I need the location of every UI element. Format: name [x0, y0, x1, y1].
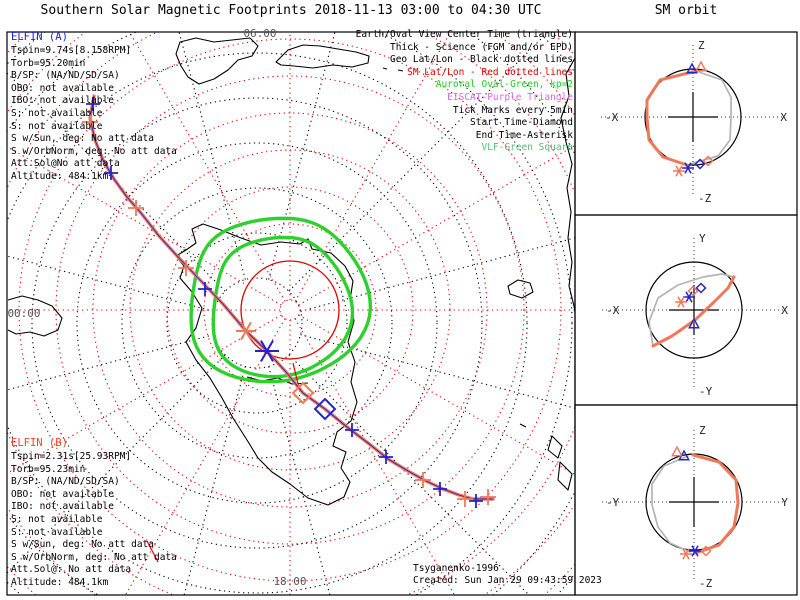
legend-item-3: SM Lat/Lon - Red dotted lines — [407, 66, 573, 78]
elfin-b-title: ELFIN (B) — [11, 437, 68, 449]
coastline-antarctica — [175, 223, 358, 506]
coastline-islands — [382, 67, 527, 428]
legend-item-4: Auroral Oval-Green, kp=2 — [435, 79, 573, 91]
elfin-a-line-4: IBO: not available — [11, 95, 114, 107]
credits: Tsyganenko-1996 Created: Sun Jan 29 09:4… — [413, 563, 602, 586]
axis-label-Z: Z — [698, 39, 705, 52]
map-legend: Earth/Oval View Center Time (triangle) Th… — [356, 29, 573, 155]
legend-item-0: Earth/Oval View Center Time (triangle) — [355, 29, 573, 40]
elfin-a-line-9: Att.Sol@No att data — [11, 158, 120, 170]
elfin-b-line-0: Tspin=2.31s[25.93RPM] — [11, 451, 132, 462]
axis-label-Y: Y — [699, 232, 706, 245]
legend-item-7: Start Time-Diamond — [470, 117, 573, 129]
elfin-b-line-5: S: not available — [11, 513, 103, 525]
sm-orbit-panel-1: Z -Z -X X — [601, 39, 787, 205]
sm-orbit-panel-3: Z -Z -Y Y — [602, 424, 788, 590]
legend-item-1: Thick - Science (FGM and/or EPD) — [389, 41, 573, 53]
legend-item-8: End Time-Asterisk — [475, 129, 573, 141]
sm-panel-3-border — [574, 404, 798, 596]
sm-orbit-title: SM orbit — [654, 3, 718, 18]
elfin-a-line-0: Tspin=9.74s[8.158RPM] — [11, 45, 132, 56]
elfin-b-info-block: ELFIN (B) Tspin=2.31s[25.93RPM] Torb=95.2… — [11, 437, 177, 590]
elfin-b-line-4: IBO: not available — [11, 501, 114, 513]
elfin-a-line-3: OBO: not available — [11, 82, 114, 94]
axis-label--X: -X — [606, 304, 620, 317]
coastline-left-edge — [7, 295, 63, 337]
elfin-a-line-1: Torb=95.20min — [11, 57, 86, 69]
elfin-a-line-6: S: not available — [11, 120, 103, 132]
legend-item-5: EISCAT-Purple Triangle — [447, 91, 573, 103]
elfin-a-line-5: S: not available — [11, 107, 103, 119]
elfin-b-line-10: Altitude: 484.1km — [11, 576, 109, 588]
mlt-label-1800: 18:00 — [273, 575, 307, 588]
axis-label-X: X — [780, 111, 787, 124]
elfin-b-line-9: Att.Sol@: No att data — [11, 564, 132, 576]
elfin-b-line-1: Torb=95.23min — [11, 463, 86, 475]
elfin-b-line-6: S: not available — [11, 526, 103, 538]
elfin-a-info-block: ELFIN (A) Tspin=9.74s[8.158RPM] Torb=95.2… — [11, 31, 177, 184]
elfin-a-line-7: S w/Sun, deg: No att data — [11, 133, 154, 145]
created-timestamp: Created: Sun Jan 29 09:43:59 2023 — [413, 574, 602, 586]
axis-label--Z: -Z — [698, 192, 712, 205]
coastline-new-zealand-1 — [547, 435, 563, 459]
legend-item-9: VLF-Green Square — [481, 142, 573, 154]
mlt-label-0000: 00:00 — [7, 307, 41, 320]
sm-orbit-panels: Z -Z -X X Y -Y -X X Z -Z -Y Y — [601, 39, 788, 590]
elfin-a-line-8: S w/OrbNorm, deg: No att data — [11, 145, 177, 157]
page-title: Southern Solar Magnetic Footprints 2018-… — [40, 3, 542, 18]
elfin-a-line-10: Altitude: 484.1km — [11, 170, 109, 182]
mlt-label-0600: 06:00 — [243, 27, 277, 40]
sm-orbit-panel-2: Y -Y -X X — [602, 232, 788, 398]
coastline-new-zealand-2 — [557, 461, 573, 491]
elfin-b-line-8: S w/OrbNorm, deg: No att data — [11, 551, 177, 563]
coastlines — [7, 37, 575, 506]
panel-borders — [6, 31, 798, 596]
coastline-tasmania — [507, 279, 534, 299]
elfin-a-title: ELFIN (A) — [11, 31, 68, 43]
axis-label--Z: -Z — [699, 577, 713, 590]
model-credit: Tsyganenko-1996 — [413, 563, 499, 574]
axis-label--X: -X — [605, 111, 619, 124]
data-overlay — [82, 94, 496, 563]
axis-label--Y: -Y — [699, 385, 713, 398]
legend-item-2: Geo Lat/Lon - Black dotted lines — [389, 54, 573, 66]
axis-label-Y: Y — [781, 496, 788, 509]
coastline-africa-tip — [275, 44, 370, 69]
coastline-south-america — [175, 37, 259, 85]
elfin-a-line-2: B/SP: (NA/ND/SD/SA) — [11, 70, 120, 82]
legend-item-6: Tick Marks every 5min — [452, 104, 573, 116]
axis-label--Y: -Y — [606, 496, 620, 509]
elfin-b-line-7: S w/Sun, deg: No att data — [11, 539, 154, 551]
axis-label-X: X — [781, 304, 788, 317]
coastline-australia — [560, 57, 575, 313]
axis-label-Z: Z — [699, 424, 706, 437]
elfin-b-line-2: B/SP: (NA/ND/SD/SA) — [11, 476, 120, 488]
elfin-b-line-3: OBO: not available — [11, 488, 114, 500]
